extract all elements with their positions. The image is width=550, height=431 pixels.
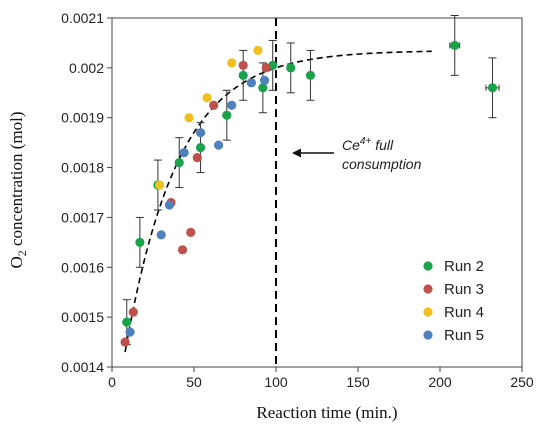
data-point (192, 153, 202, 163)
y-tick-label: 0.0021 (61, 10, 104, 26)
data-point (120, 337, 130, 347)
data-point (128, 307, 138, 317)
legend-label: Run 5 (444, 327, 484, 344)
plot-area (111, 17, 523, 368)
data-point (202, 93, 212, 103)
series-run-4 (154, 45, 263, 190)
data-point (174, 157, 184, 168)
legend-marker (423, 307, 433, 317)
y-tick-label: 0.0015 (61, 309, 104, 325)
data-point (135, 237, 145, 247)
legend-label: Run 3 (444, 281, 484, 298)
y-tick-label: 0.0019 (61, 110, 104, 126)
data-point (122, 317, 132, 327)
x-axis-title: Reaction time (min.) (256, 403, 397, 422)
annotation-arrowhead (292, 148, 301, 158)
data-point (195, 128, 206, 138)
data-point (253, 45, 263, 56)
legend-label: Run 2 (444, 258, 484, 275)
legend-marker (423, 261, 433, 271)
data-point (156, 230, 166, 240)
legend: Run 2 Run 3 Run 4 Run 5 (423, 258, 484, 344)
data-point (195, 143, 206, 153)
y-axis-title-main: O (7, 256, 26, 268)
legend-label: Run 4 (444, 304, 484, 321)
legend-marker (423, 284, 433, 294)
data-point (222, 110, 232, 120)
data-point (286, 63, 296, 73)
annotation-line-2: consumption (342, 156, 422, 172)
series-run-2 (122, 15, 500, 346)
data-point (238, 70, 248, 80)
data-point (258, 83, 268, 93)
y-axis-title-sub: 2 (15, 250, 29, 256)
data-point (214, 140, 224, 150)
x-tick-label: 150 (346, 374, 370, 390)
annotation-full: full (371, 137, 394, 153)
data-marks (120, 15, 500, 367)
data-point (177, 245, 188, 255)
data-point (164, 200, 174, 210)
series-run-3 (120, 60, 271, 347)
x-tick-label: 50 (186, 374, 202, 390)
data-point (450, 40, 460, 51)
x-tick-label: 100 (264, 374, 288, 390)
data-point (246, 78, 256, 88)
y-tick-label: 0.0016 (61, 259, 104, 275)
data-point (184, 113, 194, 123)
data-point (209, 100, 219, 110)
legend-marker (423, 330, 433, 340)
y-tick-label: 0.0017 (61, 209, 104, 225)
annotation-ce: Ce (342, 137, 360, 153)
axes: 0 50 100 150 200 250 0.0014 0.0015 0.0016 0.0017 0… (61, 10, 534, 390)
plot-frame (111, 17, 523, 368)
y-tick-label: 0.002 (69, 60, 104, 76)
data-point (227, 100, 237, 110)
series-run-5 (125, 75, 270, 337)
data-point (259, 75, 270, 85)
x-tick-label: 250 (510, 374, 534, 390)
data-point (186, 227, 196, 237)
data-point (227, 58, 237, 68)
x-tick-label: 0 (108, 374, 116, 390)
annotation: Ce4+ full consumption (292, 136, 422, 172)
annotation-sup: 4+ (360, 136, 372, 147)
data-point (261, 63, 271, 73)
y-tick-label: 0.0014 (61, 359, 104, 375)
y-tick-label: 0.0018 (61, 160, 104, 176)
y-axis-title: O2 concentration (mol) (7, 111, 29, 268)
data-point (179, 148, 189, 158)
data-point (238, 60, 248, 70)
x-tick-label: 200 (428, 374, 452, 390)
annotation-line-1: Ce4+ full (342, 136, 394, 153)
y-axis-title-rest: concentration (mol) (7, 111, 26, 250)
data-point (125, 327, 135, 337)
data-point (487, 83, 498, 93)
data-point (154, 180, 165, 190)
data-point (305, 70, 316, 80)
